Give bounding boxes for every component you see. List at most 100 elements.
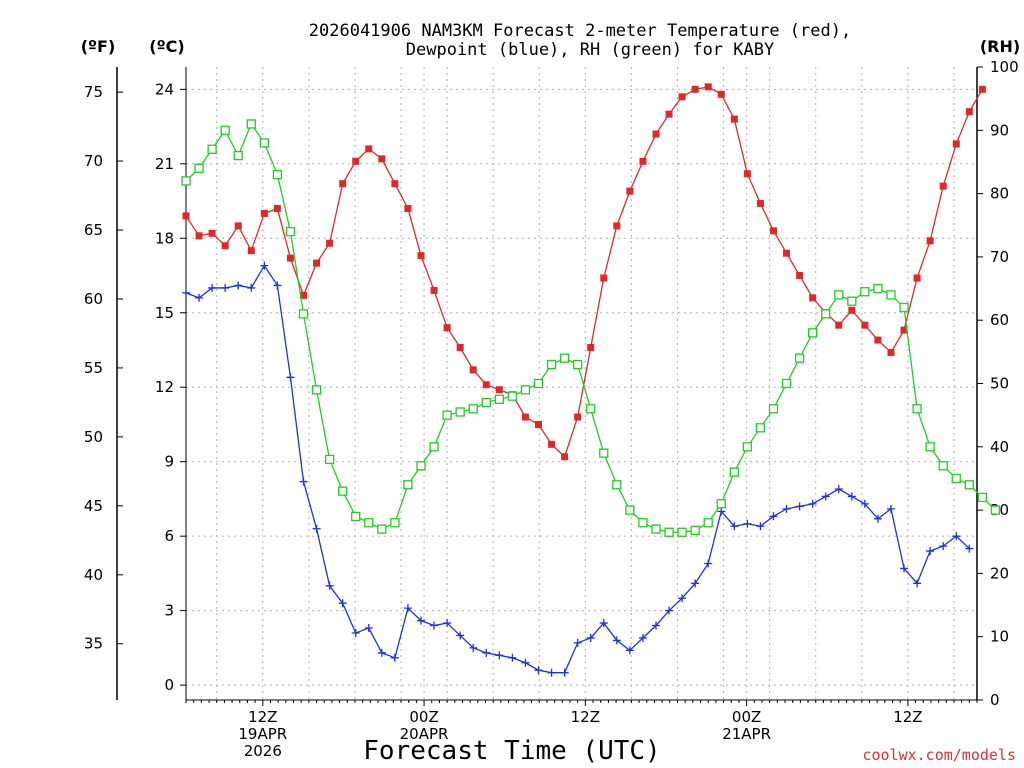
rh-point	[599, 448, 609, 458]
temperature-point	[730, 115, 738, 123]
rh-tick-label: 40	[990, 438, 1009, 456]
fahrenheit-tick-label: 70	[84, 152, 103, 170]
rh-point	[586, 404, 596, 414]
temperature-point	[835, 321, 843, 329]
temperature-point	[273, 204, 281, 212]
rh-point	[612, 480, 622, 490]
dewpoint-point	[599, 619, 608, 628]
dewpoint-point	[638, 633, 647, 642]
rh-point	[194, 163, 204, 173]
rh-point	[377, 524, 387, 534]
rh-point	[651, 524, 661, 534]
celsius-tick-label: 6	[164, 527, 174, 545]
celsius-tick-label: 0	[164, 676, 174, 694]
celsius-tick-label: 9	[164, 453, 174, 471]
dewpoint-point	[495, 651, 504, 660]
x-tick-label: 20APR	[400, 725, 449, 743]
temperature-point	[260, 209, 268, 217]
dewpoint-point	[873, 514, 882, 523]
rh-point	[181, 176, 191, 186]
rh-point	[664, 527, 674, 537]
temperature-point	[430, 286, 438, 294]
x-tick-label: 12Z	[248, 708, 277, 726]
temperature-point	[378, 155, 386, 163]
dewpoint-point	[860, 499, 869, 508]
x-tick-label: 2026	[244, 742, 282, 760]
rh-point	[272, 169, 283, 180]
dewpoint-point	[704, 559, 713, 568]
rh-point	[821, 309, 831, 319]
rh-point	[716, 499, 726, 509]
temperature-point	[221, 242, 229, 250]
temperature-point	[639, 157, 647, 165]
rh-point	[573, 359, 583, 370]
temperature-point	[561, 453, 569, 461]
fahrenheit-tick-label: 35	[84, 635, 103, 653]
dewpoint-point	[521, 658, 530, 667]
temperature-point	[326, 239, 334, 247]
temperature-point	[913, 274, 921, 282]
rh-point	[768, 404, 779, 414]
series-dewpoint	[182, 261, 974, 677]
celsius-tick-label: 12	[155, 378, 174, 396]
temperature-point	[482, 381, 490, 389]
temperature-point	[861, 321, 869, 329]
rh-point	[808, 328, 818, 338]
dewpoint-point	[208, 283, 217, 292]
dewpoint-point	[364, 624, 373, 633]
fahrenheit-tick-label: 55	[84, 359, 103, 377]
rh-point	[403, 480, 413, 490]
dewpoint-point	[508, 653, 517, 662]
x-tick-label: 19APR	[238, 725, 287, 743]
dewpoint-point	[821, 492, 830, 501]
dewpoint-point	[312, 524, 321, 533]
rh-point	[834, 290, 844, 300]
rh-tick-label: 100	[990, 58, 1019, 76]
rh-point	[559, 353, 570, 363]
temperature-point	[952, 140, 960, 148]
rh-point	[455, 407, 465, 417]
rh-point	[546, 359, 557, 370]
dewpoint-point	[926, 547, 935, 556]
rh-point	[494, 394, 504, 404]
rh-point	[899, 302, 909, 313]
dewpoint-point	[403, 604, 412, 613]
rh-point	[520, 385, 531, 395]
dewpoint-point	[847, 492, 856, 501]
temperature-point	[743, 170, 751, 178]
rh-tick-label: 90	[990, 121, 1009, 139]
fahrenheit-tick-label: 65	[84, 221, 103, 239]
rh-point	[755, 423, 766, 433]
temperature-point	[286, 254, 294, 262]
dewpoint-point	[482, 648, 491, 657]
rh-point	[442, 410, 452, 420]
temperature-point	[352, 157, 360, 165]
rh-point	[429, 442, 439, 452]
dewpoint-point	[534, 666, 543, 675]
rh-point	[468, 404, 478, 414]
celsius-tick-label: 24	[155, 80, 174, 98]
chart-title: 2026041906 NAM3KM Forecast 2-meter Tempe…	[309, 21, 851, 41]
dewpoint-point	[900, 564, 909, 573]
temperature-point	[182, 212, 190, 220]
dewpoint-point	[795, 502, 804, 511]
temperature-point	[783, 249, 791, 257]
rh-point	[703, 518, 713, 528]
temperature-point	[691, 85, 699, 93]
rh-point	[207, 144, 217, 154]
chart-title-line2: Dewpoint (blue), RH (green) for KABY	[406, 40, 774, 60]
dewpoint-point	[443, 619, 452, 628]
rh-point	[481, 397, 491, 408]
dewpoint-point	[573, 638, 582, 647]
rh-point	[638, 518, 648, 528]
rh-point	[886, 290, 896, 300]
dewpoint-point	[547, 668, 556, 677]
rh-point	[729, 467, 739, 477]
temperature-point	[313, 259, 321, 267]
fahrenheit-tick-label: 75	[84, 83, 103, 101]
rh-point	[938, 461, 948, 471]
fahrenheit-tick-label: 60	[84, 290, 103, 308]
fahrenheit-tick-label: 40	[84, 566, 103, 584]
temperature-point	[521, 413, 529, 421]
